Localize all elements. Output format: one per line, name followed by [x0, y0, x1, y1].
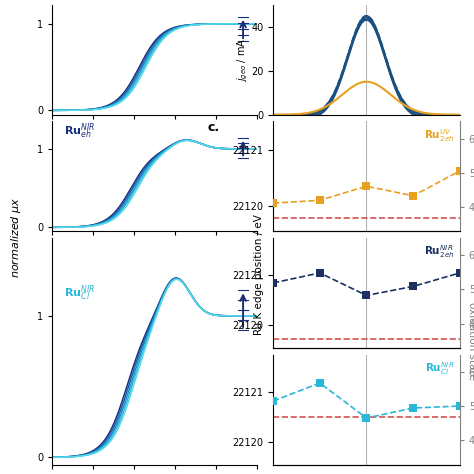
Text: Ru K edge position / eV: Ru K edge position / eV: [254, 214, 264, 336]
Text: oxidation state: oxidation state: [467, 302, 474, 380]
Y-axis label: $j_{geo}$ / mA: $j_{geo}$ / mA: [235, 37, 250, 82]
Text: Ru$^{NIR}_{Cl}$: Ru$^{NIR}_{Cl}$: [425, 360, 454, 377]
Text: Ru$^{NIR}_{Cl}$: Ru$^{NIR}_{Cl}$: [64, 283, 96, 303]
Text: Ru$^{NIR}_{2eh}$: Ru$^{NIR}_{2eh}$: [423, 244, 454, 260]
Text: c.: c.: [208, 121, 220, 134]
Text: normalized $\mu x$: normalized $\mu x$: [9, 196, 24, 278]
Text: Ru$^{UV}_{2eh}$: Ru$^{UV}_{2eh}$: [423, 127, 454, 144]
Text: Ru$^{NIR}_{eh}$: Ru$^{NIR}_{eh}$: [64, 121, 96, 141]
